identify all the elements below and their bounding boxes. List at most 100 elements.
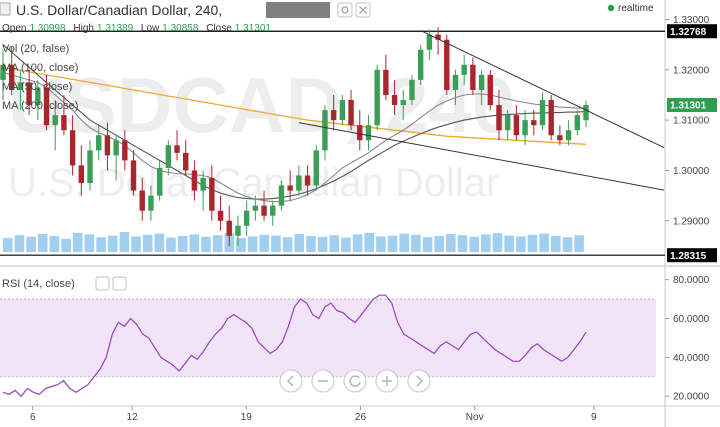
price-tick-label: 1.30000 bbox=[673, 166, 710, 177]
candle-body bbox=[444, 39, 450, 90]
volume-bar bbox=[329, 235, 340, 252]
price-tick-label: 1.31000 bbox=[673, 116, 710, 127]
candle-body bbox=[313, 150, 319, 186]
scroll-left-button[interactable] bbox=[279, 369, 303, 393]
candle-body bbox=[304, 175, 311, 186]
candle-body bbox=[87, 150, 93, 184]
rsi-line bbox=[2, 294, 587, 398]
volume-bar bbox=[154, 233, 165, 252]
watermark: USDCAD, 240 U.S. Dollar/Canadian Dollar bbox=[8, 61, 515, 205]
volume-bar bbox=[352, 234, 363, 252]
rsi-close-icon[interactable] bbox=[112, 276, 127, 291]
candle-body bbox=[209, 177, 215, 211]
volume-bar bbox=[492, 233, 503, 252]
rsi-tick-label: 80.0000 bbox=[673, 275, 710, 286]
volume-bar bbox=[516, 236, 526, 252]
volume-bar bbox=[504, 235, 514, 252]
rsi-tick-label: 60.0000 bbox=[673, 314, 710, 325]
candle-body bbox=[374, 69, 380, 126]
volume-bar bbox=[3, 238, 13, 252]
price-tag-label: 1.32768 bbox=[670, 27, 707, 38]
scroll-right-button[interactable] bbox=[407, 369, 431, 393]
candle-body bbox=[296, 175, 302, 191]
volume-bar bbox=[457, 235, 468, 252]
candle-body bbox=[574, 115, 580, 131]
reset-button[interactable] bbox=[343, 369, 367, 393]
volume-bar bbox=[469, 236, 479, 252]
candle-body bbox=[504, 115, 511, 131]
candle-body bbox=[496, 105, 502, 131]
volume-bar bbox=[119, 232, 130, 252]
candle-body bbox=[139, 190, 145, 211]
candle-body bbox=[409, 79, 415, 101]
candle-body bbox=[78, 165, 85, 184]
volume-bar bbox=[294, 234, 305, 252]
candle-body bbox=[165, 145, 172, 168]
indicator-rsi[interactable]: RSI (14, close) bbox=[2, 278, 75, 290]
close-icon bbox=[359, 6, 367, 14]
candle-body bbox=[122, 140, 128, 161]
candle-body bbox=[261, 205, 267, 216]
collapse-toggle[interactable] bbox=[0, 2, 11, 16]
candle-body bbox=[96, 135, 102, 151]
volume-bar bbox=[411, 234, 421, 252]
candle-body bbox=[252, 205, 259, 211]
indicator-vol[interactable]: Vol (20, false) bbox=[2, 43, 69, 55]
indicator-ma100[interactable]: MA (100, close) bbox=[2, 62, 78, 74]
candle-body bbox=[278, 185, 285, 206]
volume-bar bbox=[107, 235, 118, 252]
rsi-tick-label: 20.0000 bbox=[673, 392, 710, 403]
candle-body bbox=[513, 115, 520, 136]
volume-bar bbox=[364, 232, 375, 252]
live-dot-icon bbox=[607, 4, 615, 12]
price-tick-label: 1.32000 bbox=[673, 65, 710, 76]
volume-bar bbox=[61, 238, 71, 252]
volume-bar bbox=[131, 236, 141, 252]
candle-body bbox=[330, 110, 337, 121]
volume-bar bbox=[14, 235, 25, 252]
time-tick-label: 26 bbox=[355, 412, 367, 423]
rsi-axis: 80.0000 60.0000 40.0000 20.0000 bbox=[665, 275, 710, 403]
indicator-ma50[interactable]: MA (50, close) bbox=[2, 81, 72, 93]
candle-body bbox=[17, 82, 24, 90]
levels-layer bbox=[0, 30, 665, 256]
candle-body bbox=[156, 167, 163, 196]
symbol-badge bbox=[266, 2, 330, 18]
volume-bar bbox=[84, 234, 95, 252]
volume-bar bbox=[177, 236, 188, 252]
ma200-line bbox=[2, 66, 587, 145]
candle-body bbox=[26, 82, 32, 106]
price-tags: 1.32768 1.31301 1.28315 bbox=[667, 24, 717, 263]
volume-bar bbox=[72, 232, 83, 252]
candle-body bbox=[287, 185, 293, 191]
chart-header: U.S. Dollar/Canadian Dollar, 240, realti… bbox=[0, 2, 654, 291]
volume-bar bbox=[259, 234, 270, 252]
volume-bar bbox=[341, 237, 351, 252]
price-tick-label: 1.33000 bbox=[673, 15, 710, 26]
indicator-ma200[interactable]: MA (200, close) bbox=[2, 100, 78, 112]
price-tag-box bbox=[667, 98, 717, 113]
price-axis: 1.33000 1.32000 1.31000 1.30000 1.29000 bbox=[665, 15, 710, 227]
chevron-right-icon bbox=[416, 375, 424, 387]
trendline bbox=[298, 122, 665, 191]
volume-bar bbox=[166, 237, 176, 252]
candle-body bbox=[461, 64, 467, 75]
candle-body bbox=[104, 135, 111, 156]
volume-bar bbox=[562, 237, 573, 252]
settings-icon[interactable] bbox=[337, 2, 353, 18]
nav-toolbar bbox=[279, 369, 431, 393]
candles-layer bbox=[0, 27, 589, 246]
rsi-settings-icon[interactable] bbox=[95, 276, 110, 291]
candle-body bbox=[470, 64, 476, 90]
candle-body bbox=[191, 170, 198, 191]
candle-body bbox=[531, 120, 537, 126]
candle-body bbox=[417, 49, 424, 80]
volume-bar bbox=[49, 236, 60, 252]
candle-body bbox=[357, 125, 363, 141]
volume-bar bbox=[247, 236, 258, 252]
candle-body bbox=[148, 195, 154, 211]
time-tick-label: 12 bbox=[127, 412, 139, 423]
volume-bar bbox=[434, 236, 444, 252]
candle-body bbox=[557, 135, 563, 141]
volume-bar bbox=[422, 237, 433, 252]
